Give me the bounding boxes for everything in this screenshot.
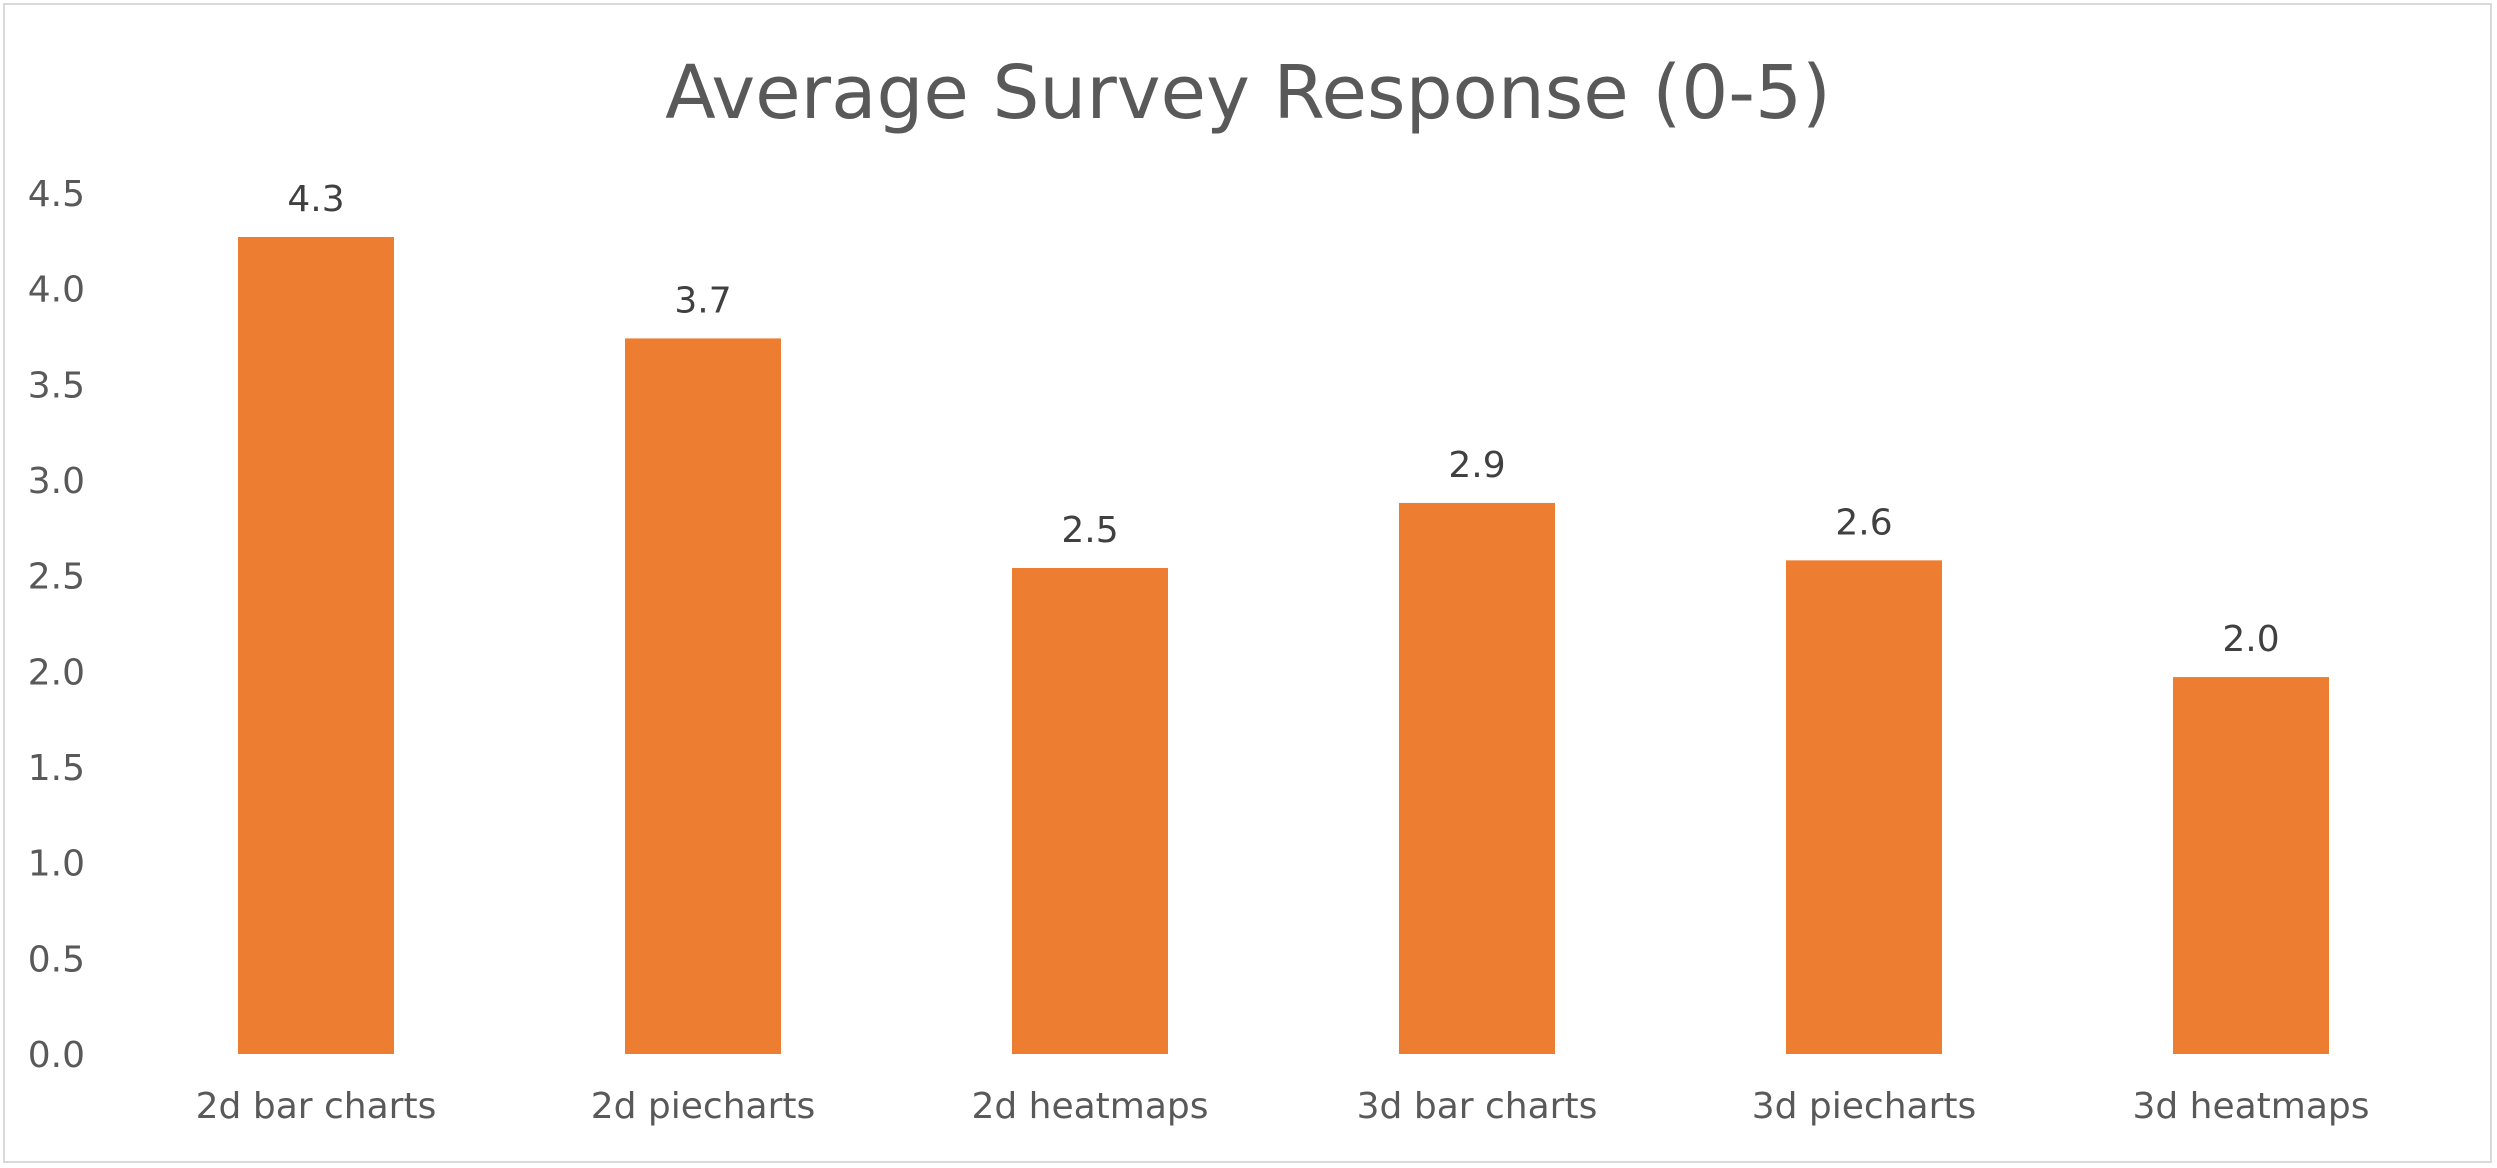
category-labels: 2d bar charts 2d piecharts 2d heatmaps 3d b… <box>196 1086 2370 1127</box>
y-tick-label: 1.5 <box>28 748 85 789</box>
category-label: 2d piecharts <box>591 1086 816 1127</box>
bar <box>238 237 394 1055</box>
bar-data-label: 2.0 <box>2222 619 2279 660</box>
data-labels: 4.3 3.7 2.5 2.9 2.6 2.0 <box>287 179 2279 660</box>
y-tick-label: 2.0 <box>28 652 85 693</box>
y-tick-label: 0.5 <box>28 939 85 980</box>
bar <box>625 338 781 1054</box>
bar-data-label: 2.5 <box>1061 510 1118 551</box>
y-tick-label: 3.0 <box>28 461 85 502</box>
category-label: 2d heatmaps <box>971 1086 1208 1127</box>
bar-data-label: 2.9 <box>1448 445 1505 486</box>
bar <box>1012 568 1168 1054</box>
chart-frame <box>3 3 2492 1163</box>
category-label: 3d bar charts <box>1357 1086 1598 1127</box>
y-axis-tick-labels: 0.0 0.5 1.0 1.5 2.0 2.5 3.0 3.5 4.0 4.5 <box>28 174 85 1076</box>
y-tick-label: 3.5 <box>28 365 85 406</box>
bar <box>2173 677 2329 1054</box>
y-tick-label: 4.5 <box>28 174 85 215</box>
bar-data-label: 2.6 <box>1835 502 1892 543</box>
bar <box>1786 560 1942 1054</box>
y-tick-label: 4.0 <box>28 270 85 311</box>
category-label: 2d bar charts <box>196 1086 437 1127</box>
bar <box>1399 502 1555 1055</box>
category-label: 3d heatmaps <box>2132 1086 2369 1127</box>
y-tick-label: 2.5 <box>28 557 85 598</box>
y-tick-label: 0.0 <box>28 1035 85 1076</box>
category-label: 3d piecharts <box>1752 1086 1977 1127</box>
bars <box>238 237 2329 1055</box>
y-tick-label: 1.0 <box>28 844 85 885</box>
chart-title: Average Survey Response (0-5) <box>665 50 1831 136</box>
bar-data-label: 3.7 <box>674 280 731 321</box>
bar-data-label: 4.3 <box>287 179 344 220</box>
